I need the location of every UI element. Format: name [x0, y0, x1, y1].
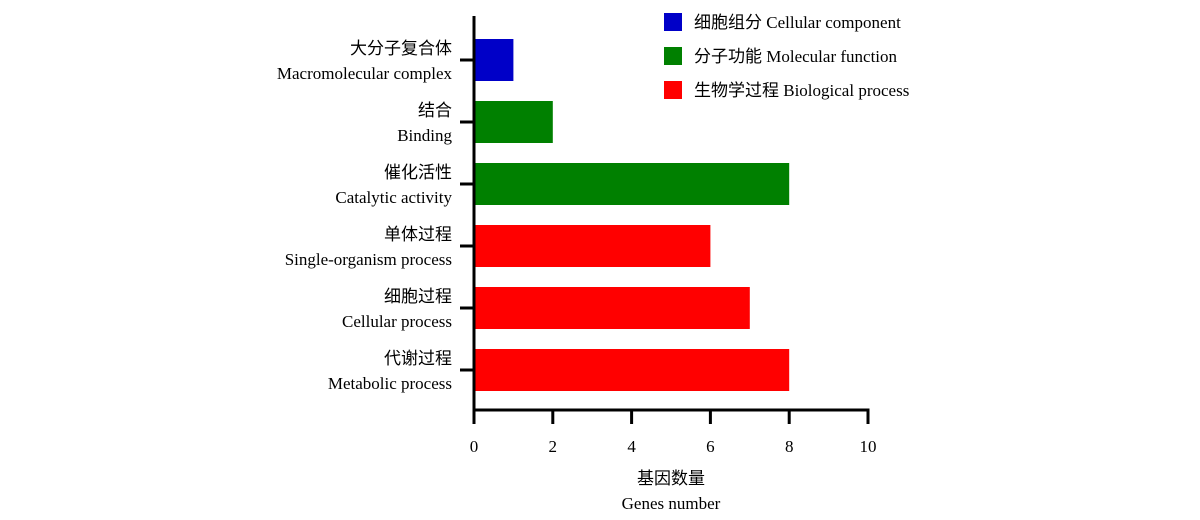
x-tick-label-5: 10 — [860, 437, 877, 456]
legend-swatch-0 — [664, 13, 682, 31]
bar-4 — [474, 287, 750, 329]
category-label-en-5: Metabolic process — [328, 374, 452, 393]
bar-0 — [474, 39, 514, 81]
x-tick-label-4: 8 — [785, 437, 794, 456]
category-label-zh-2: 催化活性 — [384, 163, 452, 182]
bar-1 — [474, 101, 553, 143]
category-label-en-3: Single-organism process — [285, 250, 452, 269]
legend-label-2: 生物学过程 Biological process — [694, 81, 909, 100]
x-axis-title-en: Genes number — [622, 494, 721, 513]
x-axis-title-zh: 基因数量 — [637, 469, 705, 488]
x-tick-label-0: 0 — [470, 437, 479, 456]
legend-swatch-2 — [664, 81, 682, 99]
category-label-zh-1: 结合 — [418, 101, 452, 120]
category-label-en-1: Binding — [397, 126, 452, 145]
legend-swatch-1 — [664, 47, 682, 65]
category-label-zh-5: 代谢过程 — [384, 349, 452, 368]
category-label-zh-0: 大分子复合体 — [350, 39, 452, 58]
legend-label-1: 分子功能 Molecular function — [694, 47, 898, 66]
category-label-zh-4: 细胞过程 — [384, 287, 452, 306]
category-label-en-2: Catalytic activity — [335, 188, 452, 207]
legend-group: 细胞组分 Cellular component 分子功能 Molecular fu… — [664, 13, 909, 100]
x-ticks-group: 0 2 4 6 8 10 — [470, 410, 877, 456]
category-label-en-4: Cellular process — [342, 312, 452, 331]
bar-5 — [474, 349, 790, 391]
axes-group — [460, 16, 870, 412]
category-label-zh-3: 单体过程 — [384, 225, 452, 244]
x-tick-label-3: 6 — [706, 437, 715, 456]
bar-2 — [474, 163, 790, 205]
x-tick-label-2: 4 — [627, 437, 636, 456]
bars-group — [474, 39, 790, 391]
bar-3 — [474, 225, 711, 267]
x-tick-label-1: 2 — [549, 437, 558, 456]
category-labels-group: 大分子复合体 Macromolecular complex 结合 Binding 催化活… — [277, 39, 453, 393]
category-label-en-0: Macromolecular complex — [277, 64, 453, 83]
x-axis-title-group: 基因数量 Genes number — [622, 469, 721, 513]
legend-label-0: 细胞组分 Cellular component — [694, 13, 901, 32]
